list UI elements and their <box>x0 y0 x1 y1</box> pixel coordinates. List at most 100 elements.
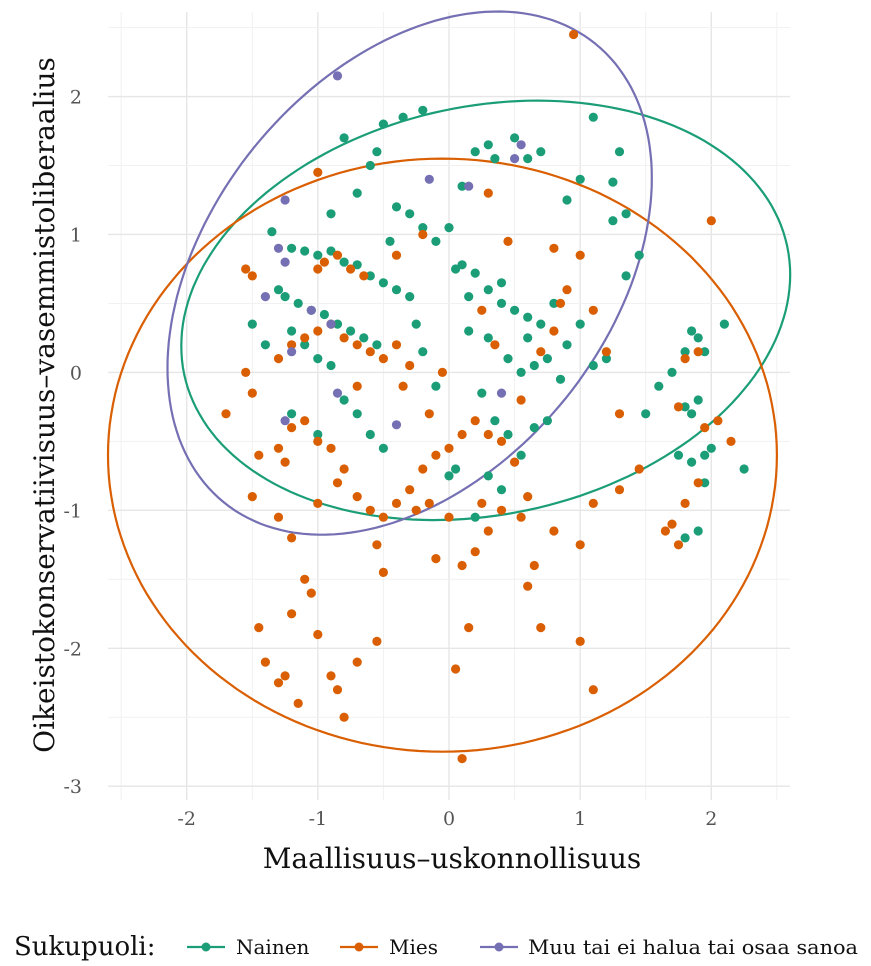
point-nainen <box>549 298 559 308</box>
point-nainen <box>457 260 467 270</box>
point-nainen <box>483 140 493 150</box>
point-nainen <box>496 485 507 495</box>
point-mies <box>372 540 382 550</box>
point-nainen <box>346 326 356 336</box>
point-mies <box>378 512 388 522</box>
point-mies <box>339 464 349 474</box>
point-nainen <box>509 133 520 143</box>
point-mies <box>332 685 343 695</box>
point-mies <box>352 492 362 502</box>
point-nainen <box>693 395 703 405</box>
point-nainen <box>700 478 710 488</box>
point-mies <box>273 443 284 453</box>
point-nainen <box>405 292 415 302</box>
point-mies <box>287 340 297 350</box>
point-mies <box>529 560 539 571</box>
point-mies <box>221 409 231 419</box>
x-tick-label: -2 <box>177 808 196 830</box>
point-mies <box>287 423 297 433</box>
point-mies <box>680 354 690 364</box>
point-mies <box>444 512 454 522</box>
point-mies <box>667 519 677 529</box>
point-mies <box>555 298 566 308</box>
point-mies <box>549 243 559 253</box>
point-nainen <box>719 319 730 329</box>
point-nainen <box>300 246 310 256</box>
point-nainen <box>391 285 402 295</box>
point-nainen <box>700 347 710 357</box>
point-mies <box>339 333 349 343</box>
confidence-ellipses <box>106 10 792 753</box>
point-nainen <box>503 429 513 440</box>
legend-title: Sukupuoli: <box>14 932 156 962</box>
point-nainen <box>700 450 710 460</box>
point-nainen <box>621 209 631 219</box>
point-nainen <box>680 533 690 543</box>
point-muu <box>306 305 316 315</box>
point-nainen <box>326 209 336 219</box>
point-mies <box>660 526 671 536</box>
point-muu <box>326 319 336 329</box>
point-nainen <box>575 174 585 184</box>
point-mies <box>313 264 323 274</box>
point-muu <box>280 257 290 267</box>
x-tick-label: 1 <box>574 808 586 830</box>
point-mies <box>424 409 434 419</box>
point-nainen <box>536 147 546 157</box>
point-nainen <box>601 354 612 364</box>
point-muu <box>391 420 402 430</box>
x-tick-label: 2 <box>705 808 717 830</box>
point-nainen <box>352 260 362 270</box>
point-nainen <box>529 423 539 433</box>
point-nainen <box>260 340 270 350</box>
point-mies <box>575 250 585 260</box>
point-mies <box>614 409 625 419</box>
point-mies <box>372 636 382 647</box>
point-nainen <box>509 305 520 315</box>
point-nainen <box>457 181 467 191</box>
point-mies <box>424 498 434 508</box>
point-nainen <box>680 347 690 357</box>
point-mies <box>352 340 362 350</box>
ellipse-muu <box>166 10 653 536</box>
point-nainen <box>516 367 526 377</box>
point-mies <box>300 574 310 584</box>
point-mies <box>503 236 513 246</box>
point-muu <box>516 140 526 150</box>
point-mies <box>634 464 644 474</box>
point-nainen <box>483 285 493 295</box>
point-mies <box>273 354 284 364</box>
point-nainen <box>319 309 329 320</box>
point-nainen <box>339 133 349 143</box>
point-muu <box>280 195 290 205</box>
point-nainen <box>575 319 585 329</box>
point-mies <box>313 326 323 336</box>
point-mies <box>477 498 487 508</box>
point-nainen <box>470 512 480 522</box>
point-nainen <box>477 388 487 398</box>
point-muu <box>464 181 474 191</box>
point-mies <box>693 478 703 488</box>
tick-labels: -2 -1 0 1 2 -3 -2 -1 0 1 2 <box>63 87 717 830</box>
y-tick-label: -2 <box>63 638 82 660</box>
point-nainen <box>418 105 428 115</box>
point-mies <box>391 340 402 350</box>
point-mies <box>588 685 598 695</box>
point-mies <box>588 498 598 508</box>
point-muu <box>260 292 270 302</box>
point-nainen <box>451 464 461 474</box>
point-nainen <box>378 443 388 453</box>
point-mies <box>444 443 454 453</box>
point-nainen <box>267 227 277 237</box>
point-mies <box>313 167 323 177</box>
point-mies <box>306 588 316 598</box>
point-nainen <box>470 268 480 278</box>
point-mies <box>339 712 349 722</box>
point-nainen <box>287 326 297 336</box>
point-nainen <box>326 246 336 256</box>
point-mies <box>332 478 343 488</box>
point-mies <box>352 381 362 391</box>
point-mies <box>332 250 343 260</box>
point-mies <box>523 492 533 502</box>
point-nainen <box>673 450 684 460</box>
